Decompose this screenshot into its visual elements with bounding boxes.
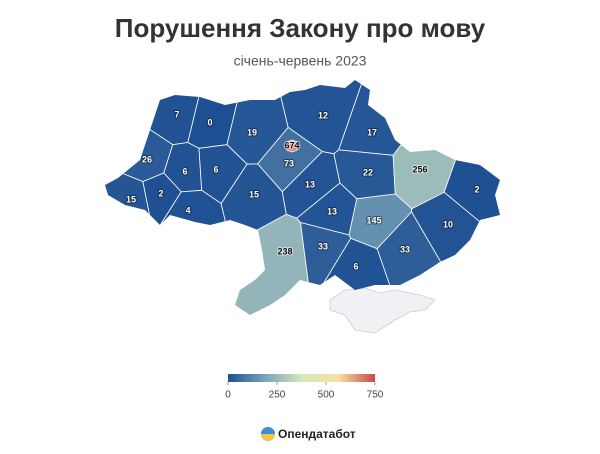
region [131,189,232,315]
region-value: 6 [213,164,218,174]
region-value: 2 [158,188,163,198]
region-value: 4 [185,205,190,215]
region-value: 19 [247,127,257,137]
subtitle: січень-червень 2023 [234,53,367,69]
region-value: 145 [366,215,381,225]
region-value: 26 [142,154,152,164]
region-value: 73 [284,158,294,168]
labels: 7 0 19 12 17 26 6 6 674 73 22 256 2 15 2 4 15 13 13 145 10 23… [125,108,481,272]
region-value: 10 [443,219,453,229]
region [284,139,300,153]
region-value: 0 [207,117,212,127]
region-value: 15 [249,189,259,199]
colorbar-tick-label: 250 [269,390,286,401]
region [411,191,500,315]
colorbar-ticks: 0 250 500 750 [225,382,384,401]
regions [105,80,500,315]
colorbar-tick-label: 500 [318,390,335,401]
region-value: 6 [182,166,187,176]
region-value: 13 [327,206,337,216]
colorbar-tick-label: 750 [367,390,384,401]
region-value: 7 [174,109,179,119]
region-value: 238 [277,246,292,256]
region-value: 13 [305,179,315,189]
region-value: 6 [353,261,358,271]
colorbar-tick-label: 0 [225,390,231,401]
region-value: 22 [363,167,373,177]
source-logo [261,427,275,441]
region-value: 256 [412,164,427,174]
region-value: 15 [126,194,136,204]
region-value: 17 [367,127,377,137]
title: Порушення Закону про мову [115,13,486,43]
crimea [329,287,436,334]
region [105,80,206,146]
region-value: 12 [318,110,328,120]
colorbar [228,374,375,382]
region-value: 33 [400,244,410,254]
region-value: 674 [284,140,299,150]
region-value: 2 [474,184,479,194]
source: Опендатабот [278,427,356,441]
region [185,213,312,315]
region-value: 33 [318,241,328,251]
